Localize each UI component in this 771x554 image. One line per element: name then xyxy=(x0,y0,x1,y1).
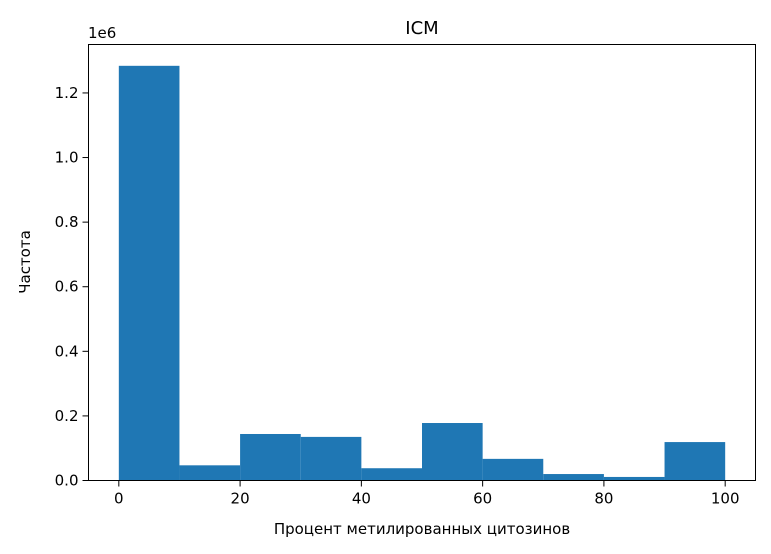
y-tick-label: 0.6 xyxy=(55,278,79,296)
histogram-bar xyxy=(664,442,726,481)
y-tick-label: 0.4 xyxy=(55,342,79,360)
x-tick-label: 0 xyxy=(114,490,124,508)
y-tick-label: 1.0 xyxy=(55,149,79,167)
y-tick-label: 0.8 xyxy=(55,213,79,231)
y-axis-ticks: 0.0 0.2 0.4 0.6 0.8 1.0 1.2 xyxy=(55,84,89,490)
y-tick-label: 0.0 xyxy=(55,472,79,490)
histogram-bar xyxy=(422,423,483,481)
y-axis-offset-label: 1e6 xyxy=(88,24,116,42)
y-tick-label: 1.2 xyxy=(55,84,79,102)
x-tick-label: 20 xyxy=(231,490,250,508)
bars-group xyxy=(118,65,726,481)
histogram-bar xyxy=(361,468,422,481)
x-axis-ticks: 0 20 40 60 80 100 xyxy=(114,480,740,508)
y-tick-label: 0.2 xyxy=(55,407,79,425)
x-tick-label: 40 xyxy=(352,490,371,508)
histogram-bar xyxy=(118,65,180,481)
chart-title: ICM xyxy=(405,18,438,39)
histogram-bar xyxy=(240,433,301,481)
histogram-bar xyxy=(543,474,604,481)
x-tick-label: 80 xyxy=(594,490,613,508)
histogram-bar xyxy=(603,476,665,481)
histogram-bar xyxy=(300,436,362,481)
y-axis-label: Частота xyxy=(16,230,34,294)
histogram-bar xyxy=(179,465,241,481)
x-tick-label: 100 xyxy=(711,490,740,508)
plot-frame xyxy=(88,44,756,481)
x-axis-label: Процент метилированных цитозинов xyxy=(274,520,570,538)
x-tick-label: 60 xyxy=(473,490,492,508)
histogram-bar xyxy=(482,458,544,481)
